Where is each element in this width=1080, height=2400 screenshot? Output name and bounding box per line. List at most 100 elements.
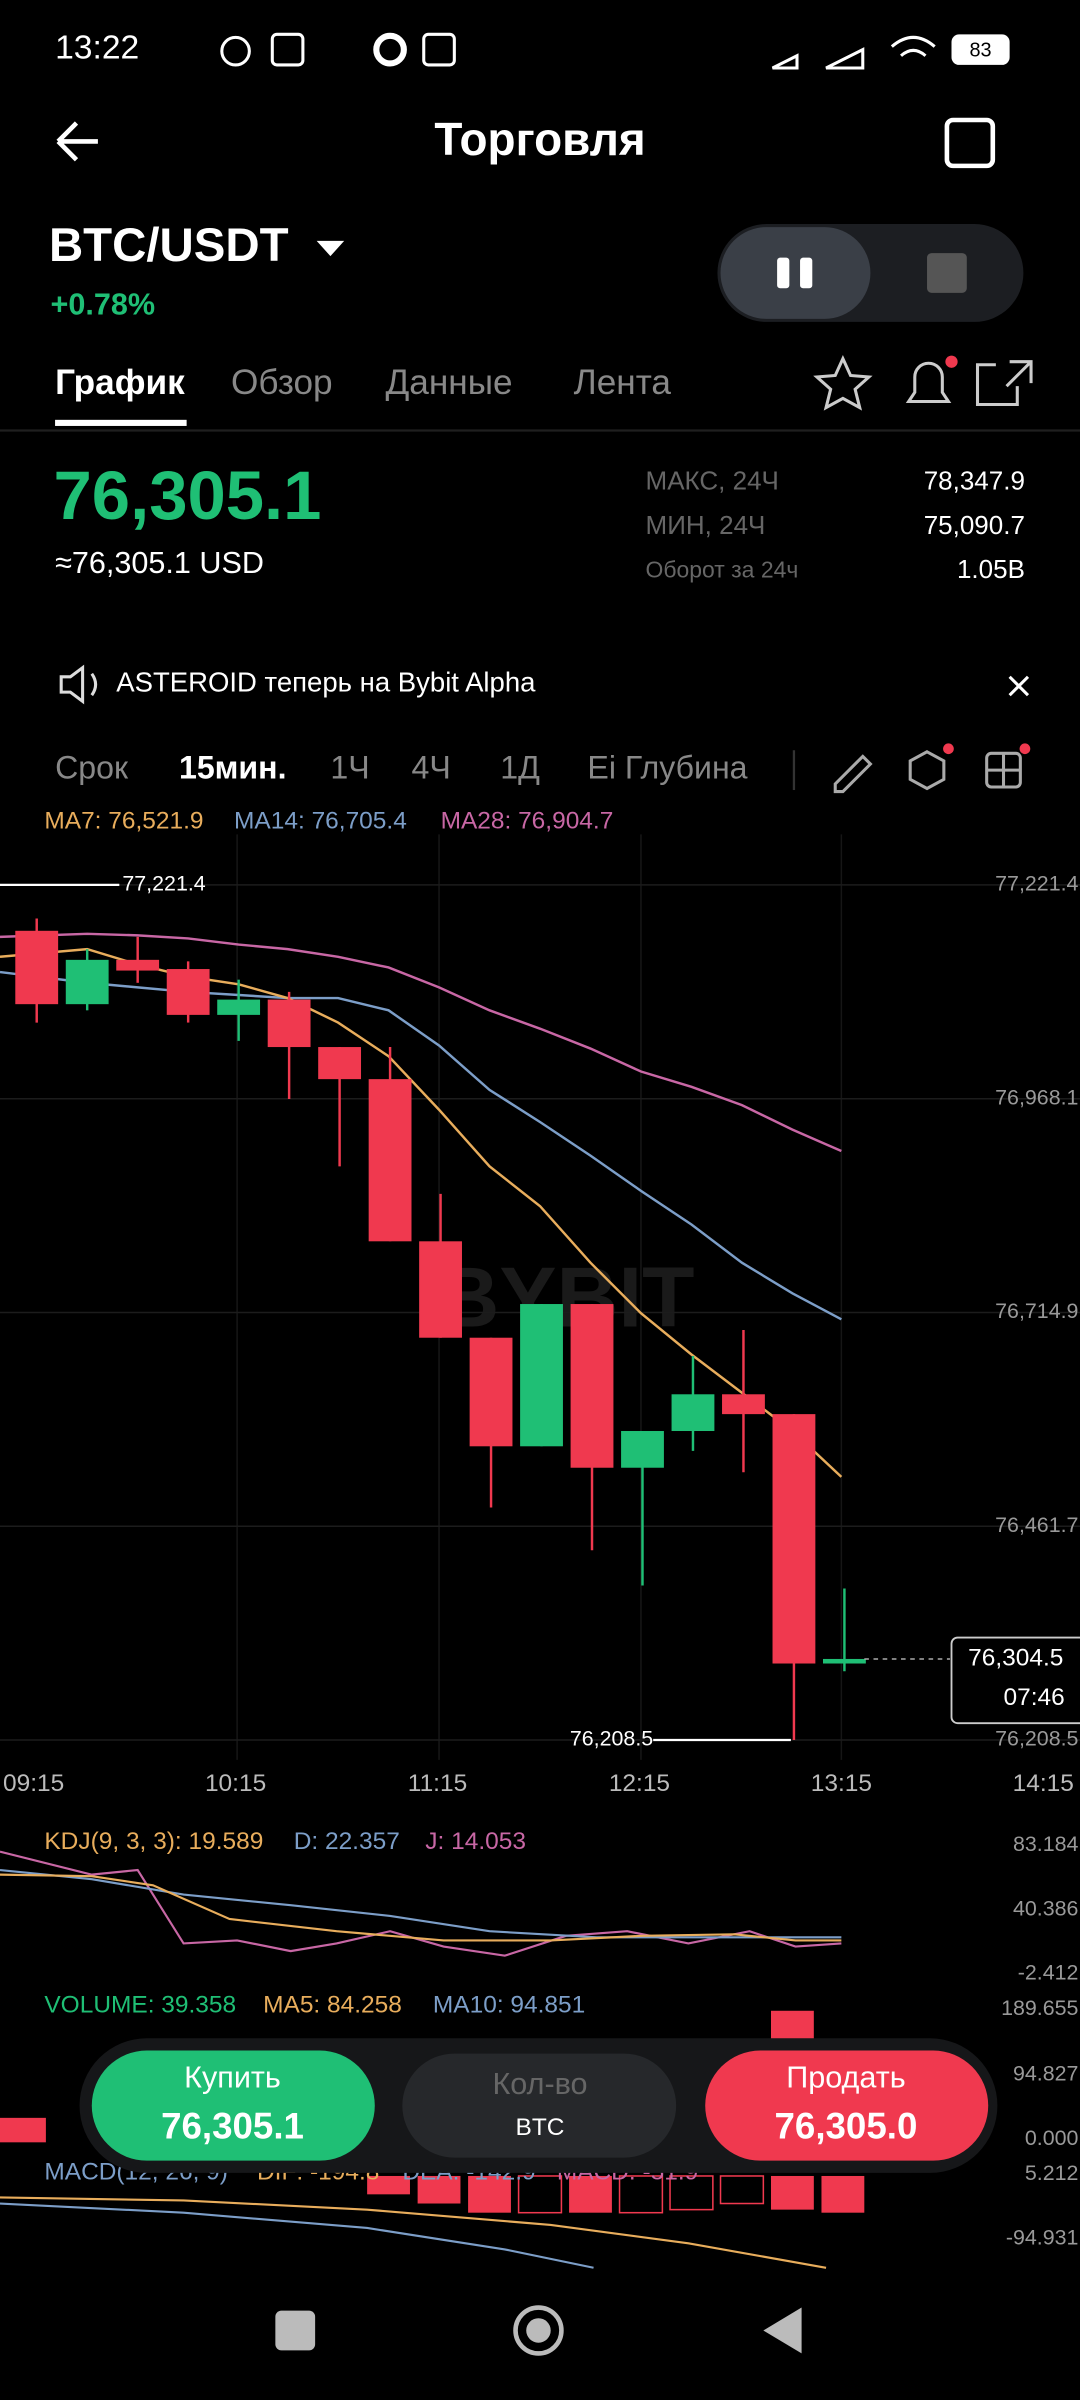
announcement[interactable]: ASTEROID теперь на Bybit Alpha [116,667,536,698]
speaker-icon [59,664,98,705]
macd-axis-label: -94.931 [1006,2225,1079,2249]
kdj-d-legend: D: 22.357 [294,1828,400,1855]
quantity-label: Кол-во [492,2067,587,2101]
nav-recents[interactable] [275,2310,316,2351]
tab[interactable]: График [55,363,185,402]
candle-body [570,1304,614,1468]
y-tick-label: 76,968.1 [995,1085,1078,1109]
candle-body [217,999,261,1015]
share-button[interactable] [975,360,1033,407]
candle-icon [777,257,813,289]
buy-label: Купить [184,2061,281,2095]
nav-home-dot [526,2318,551,2343]
stat-label: МИН, 24Ч [646,510,766,540]
candle-body [166,969,210,1015]
x-tick-label: 11:15 [408,1770,467,1797]
interval[interactable]: 1Ч [330,750,369,786]
book-icon [927,253,967,293]
sell-label: Продать [786,2061,905,2095]
watermark: BYBIT [438,1250,695,1346]
max-marker-label: 77,221.4 [122,872,205,896]
volume-axis-label: 189.655 [1001,1996,1078,2020]
pair-dropdown[interactable] [316,240,345,257]
interval[interactable]: 4Ч [412,750,451,786]
back-button[interactable] [56,121,98,162]
tab[interactable]: Лента [574,363,672,402]
macd-axis-label: 5.212 [1025,2161,1079,2185]
volume-ma5-legend: MA5: 84.258 [263,1992,402,2019]
interval[interactable]: Ei Глубина [587,750,747,786]
candle-body [419,1241,462,1338]
status-icons [220,32,936,70]
kdj-axis-label: 40.386 [1013,1896,1078,1920]
kdj-lines [0,1850,842,1957]
y-tick-label: 77,221.4 [995,872,1078,896]
volume-ma10-legend: MA10: 94.851 [433,1992,585,2019]
candle-body [116,959,160,971]
layout-dot [1019,743,1031,755]
candle-body [15,930,59,1005]
pair-change: +0.78% [50,288,155,322]
battery-level: 83 [970,39,992,61]
y-tick-label: 76,714.9 [995,1299,1078,1323]
tab[interactable]: Обзор [231,363,333,402]
candle-body [722,1394,765,1415]
ma7-legend: MA7: 76,521.9 [44,808,203,835]
stat-label: Оборот за 24ч [646,556,799,582]
fullscreen-button[interactable] [944,117,996,169]
buy-button[interactable] [91,2050,375,2161]
last-price-box [950,1636,1080,1725]
draw-tool[interactable] [833,754,873,794]
candle-body [823,1658,866,1664]
ma28-legend: MA28: 76,904.7 [441,808,614,835]
interval[interactable]: 15мин. [179,750,287,786]
sell-price: 76,305.0 [775,2105,918,2146]
close-announcement[interactable] [1008,675,1030,697]
nav-back[interactable] [763,2307,802,2354]
layout-tool [986,753,1021,787]
last-price: 76,305.1 [54,457,322,534]
candle-body [65,959,109,1005]
pair-symbol[interactable]: BTC/USDT [49,219,289,272]
ma14-legend: MA14: 76,705.4 [234,808,407,835]
kdj-axis-label: -2.412 [1018,1961,1079,1985]
interval[interactable]: 1Д [500,750,540,786]
x-tick-label: 10:15 [205,1770,266,1797]
tab-underline [55,419,187,426]
kdj-axis-label: 83.184 [1013,1832,1079,1856]
alert-button[interactable] [905,361,952,404]
indicator-tool[interactable] [908,750,946,791]
volume-legend: VOLUME: 39.358 [44,1992,236,2019]
candle-body [520,1304,563,1447]
tab[interactable]: Данные [385,363,512,402]
battery [951,34,1010,65]
volume-axis-label: 94.827 [1013,2062,1078,2086]
quantity-unit: BTC [516,2114,565,2141]
sell-button[interactable] [705,2050,989,2161]
stat-label: МАКС, 24Ч [646,465,779,495]
favorite-button[interactable] [813,354,873,411]
nav-home[interactable] [513,2305,564,2356]
interval: Срок [55,750,129,786]
x-tick-label: 09:15 [3,1770,64,1797]
candle-body [469,1337,513,1447]
kdj-legend: KDJ(9, 3, 3): 19.589 [44,1828,263,1855]
alert-dot [945,355,958,368]
candle-body [318,1047,362,1080]
last-price-label: 76,304.5 [968,1644,1063,1671]
macd-lines [0,2196,827,2269]
countdown: 07:46 [1003,1684,1064,1711]
usd-price: ≈76,305.1 USD [55,546,264,580]
candle-body [267,999,311,1048]
quantity-input[interactable] [402,2053,677,2158]
buy-price: 76,305.1 [161,2105,304,2146]
stat-value: 75,090.7 [924,510,1025,540]
x-tick-label: 13:15 [811,1770,872,1797]
view-toggle-active[interactable] [720,227,871,319]
candle-body [621,1431,664,1468]
indicator-dot [943,743,954,755]
header-title: Торговля [434,113,645,165]
